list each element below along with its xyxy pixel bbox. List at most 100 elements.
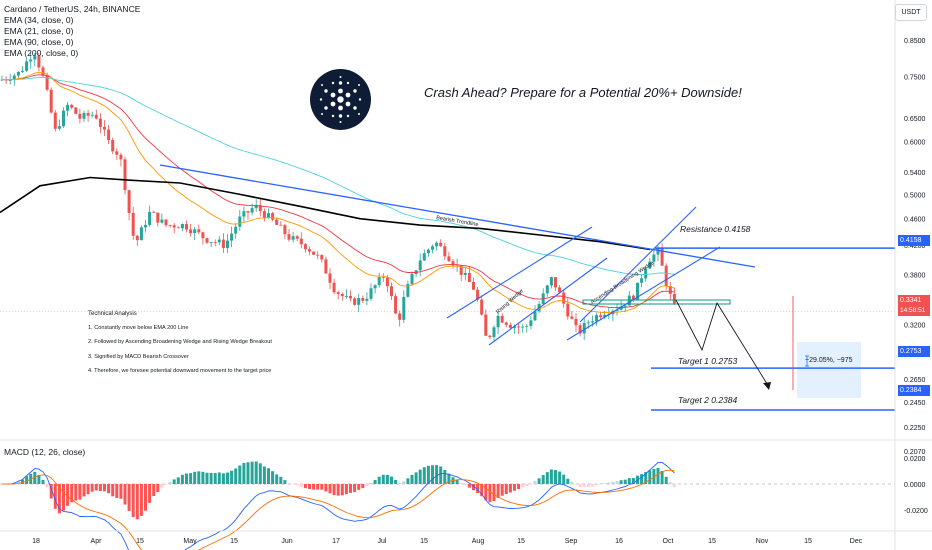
candle-body <box>254 205 258 209</box>
macd-histogram-bar <box>566 478 570 484</box>
candle <box>49 87 53 114</box>
macd-histogram-bar <box>623 479 627 484</box>
x-tick-label: Oct <box>663 538 674 545</box>
legend-ema-90[interactable]: EMA (90, close, 0) <box>4 37 74 47</box>
y-tick-label: 0.8500 <box>904 38 926 45</box>
candle <box>480 295 484 316</box>
candle-body <box>508 324 512 328</box>
candle <box>226 234 229 253</box>
candle <box>533 305 537 322</box>
candle-body <box>312 251 316 255</box>
macd-histogram-bar <box>156 484 160 493</box>
macd-histogram-bar <box>107 484 111 494</box>
macd-histogram-bar <box>533 481 537 484</box>
candle <box>394 293 398 315</box>
candle-body <box>131 213 135 236</box>
candle <box>295 234 299 242</box>
candle <box>94 109 98 120</box>
candle-body <box>111 139 115 152</box>
symbol-title[interactable]: Cardano / TetherUS, 24h, BINANCE <box>4 4 141 14</box>
headline: Crash Ahead? Prepare for a Potential 20%… <box>424 85 742 100</box>
macd-histogram-bar <box>656 467 660 484</box>
macd-legend[interactable]: MACD (12, 26, close) <box>4 447 86 457</box>
macd-histogram-bar <box>336 484 340 496</box>
target1-label: Target 1 0.2753 <box>678 356 738 366</box>
macd-histogram-bar <box>390 476 393 484</box>
candle-body <box>299 238 303 245</box>
candle-body <box>385 277 389 287</box>
macd-line <box>1 462 675 550</box>
macd-histogram-bar <box>291 484 295 485</box>
candle-body <box>336 292 340 295</box>
macd-histogram-bar <box>164 484 168 485</box>
broadening-wedge-upper <box>579 206 697 323</box>
legend-ema-21[interactable]: EMA (21, close, 0) <box>4 26 74 36</box>
candle-body <box>640 278 644 283</box>
candle-body <box>619 306 623 310</box>
candle <box>664 263 668 290</box>
macd-histogram-bar <box>320 484 324 490</box>
macd-histogram-bar <box>230 470 234 484</box>
rising-wedge-upper <box>446 226 593 319</box>
currency-button[interactable]: USDT <box>895 4 927 21</box>
macd-histogram-bar <box>545 472 549 484</box>
macd-histogram-bar <box>595 484 598 486</box>
macd-histogram-bar <box>148 484 152 503</box>
candle <box>344 289 348 299</box>
candle <box>90 111 94 118</box>
x-tick-label: Jul <box>378 538 387 545</box>
candle <box>103 120 106 136</box>
macd-histogram-bar <box>570 481 574 484</box>
macd-histogram-bar <box>644 472 648 484</box>
macd-histogram-bar <box>640 474 644 484</box>
legend-ema-34[interactable]: EMA (34, close, 0) <box>4 15 74 25</box>
x-tick-label: 15 <box>517 538 525 545</box>
macd-histogram-bar <box>664 476 668 484</box>
x-tick-label: 15 <box>804 538 812 545</box>
candle <box>595 312 598 326</box>
x-tick-label: 17 <box>332 538 340 545</box>
candle <box>119 152 123 167</box>
legend-ema-200[interactable]: EMA (200, close, 0) <box>4 48 79 58</box>
candle <box>164 219 168 228</box>
candle-body <box>185 224 188 230</box>
candle-body <box>328 273 332 283</box>
candle-body <box>242 211 246 217</box>
candle <box>271 211 275 222</box>
candle <box>570 310 574 320</box>
candle-body <box>45 75 49 90</box>
macd-histogram-bar <box>492 484 496 502</box>
candle-body <box>480 299 484 315</box>
macd-histogram-bar <box>611 481 615 484</box>
x-tick-label: Sep <box>565 538 578 545</box>
y-tick-label: 0.3800 <box>904 272 926 279</box>
candle-body <box>144 224 147 228</box>
candle <box>443 242 447 260</box>
macd-histogram-bar <box>62 484 65 511</box>
candle-body <box>164 219 168 226</box>
candle <box>562 289 566 308</box>
macd-histogram-bar <box>349 484 352 493</box>
candle <box>221 233 225 253</box>
macd-histogram-bar <box>660 471 664 484</box>
macd-histogram-bar <box>90 484 94 492</box>
macd-histogram-bar <box>94 484 98 491</box>
y-tick-label: 0.2250 <box>904 425 926 432</box>
candle <box>328 268 332 289</box>
candle <box>139 225 143 241</box>
macd-histogram-bar <box>213 473 217 484</box>
candle-body <box>615 309 619 311</box>
candle-body <box>418 260 422 271</box>
candle <box>217 235 221 246</box>
candle-body <box>406 283 410 297</box>
macd-histogram-bar <box>500 484 504 496</box>
measure-box[interactable] <box>797 342 861 398</box>
macd-histogram-bar <box>209 473 213 484</box>
macd-histogram-bar <box>558 471 562 484</box>
candle <box>29 52 33 69</box>
macd-histogram-bar <box>139 484 143 516</box>
candle-body <box>422 253 426 261</box>
candle-body <box>582 322 586 334</box>
macd-histogram-bar <box>361 484 365 489</box>
